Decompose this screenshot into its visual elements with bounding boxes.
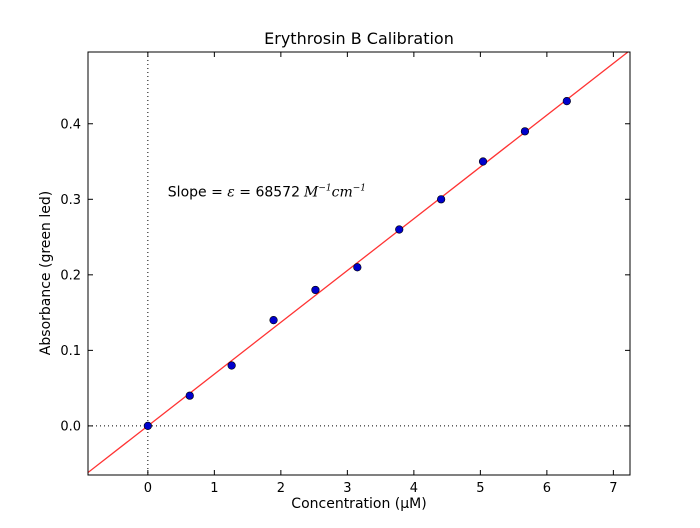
y-axis-title: Absorbance (green led)	[38, 191, 54, 355]
data-point	[353, 263, 362, 272]
x-tick-label: 0	[144, 481, 152, 496]
data-point	[562, 96, 571, 106]
slope-value: 68572	[255, 185, 300, 201]
plot-area	[88, 52, 630, 475]
x-tick-label: 4	[410, 481, 418, 496]
x-tick-label: 2	[277, 481, 285, 496]
unit-molar: M	[303, 185, 319, 201]
data-point	[269, 316, 278, 325]
y-tick-label: 0.4	[60, 117, 81, 132]
x-axis-title-text: Concentration (μM)	[291, 496, 426, 512]
unit-molar-exponent: −1	[318, 184, 331, 194]
data-point	[227, 361, 236, 370]
slope-annotation: Slope = ε = 68572 M−1cm−1	[168, 184, 366, 201]
epsilon-symbol: ε	[227, 185, 235, 201]
fit-line	[88, 52, 629, 474]
x-axis-title: Concentration (μM)	[291, 496, 426, 512]
x-tick-label: 5	[476, 481, 484, 496]
unit-cm-exponent: −1	[353, 184, 366, 194]
data-point	[437, 195, 446, 204]
slope-prefix: Slope =	[168, 185, 227, 201]
y-tick-label: 0.0	[60, 419, 81, 434]
plot-frame	[87, 51, 631, 476]
y-tick-label: 0.1	[60, 344, 81, 359]
x-tick-label: 7	[609, 481, 617, 496]
x-tick-label: 6	[543, 481, 551, 496]
data-point	[395, 225, 404, 234]
y-tick-label: 0.3	[60, 193, 81, 208]
y-tick-label: 0.2	[60, 268, 81, 283]
data-point	[520, 127, 530, 136]
x-tick-label: 1	[210, 481, 218, 496]
chart-title: Erythrosin B Calibration	[264, 29, 454, 48]
unit-cm: cm	[332, 185, 353, 201]
x-tick-label: 3	[343, 481, 351, 496]
slope-equals: =	[235, 185, 256, 201]
data-point	[143, 421, 152, 431]
data-point	[185, 391, 194, 400]
data-point	[478, 157, 488, 166]
data-point	[311, 285, 320, 295]
